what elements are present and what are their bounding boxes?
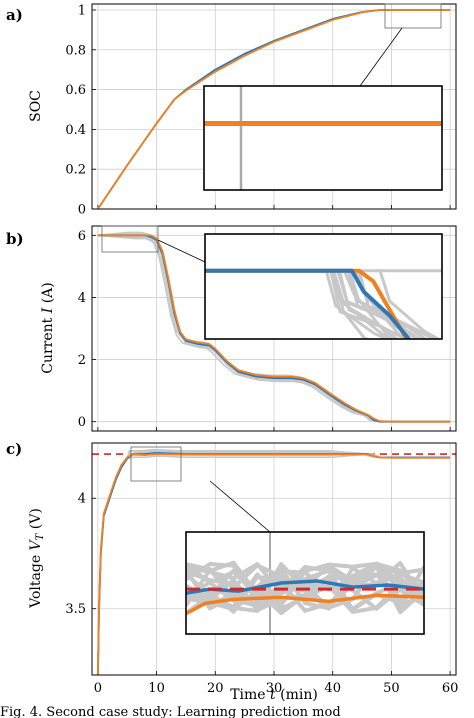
- panel-b-inset: [204, 233, 443, 340]
- panel-c-ylabel: Voltage VT (V): [28, 508, 46, 609]
- y-tick-label: 2: [78, 353, 86, 368]
- panel-c-series: [96, 448, 451, 675]
- panel-c-label: c): [6, 440, 22, 458]
- panel-b-ylabel: Current I (A): [40, 282, 56, 374]
- panel-a-zoom-box: [384, 3, 442, 29]
- y-tick-label: 0: [78, 203, 86, 218]
- panel-c-frame: [91, 442, 457, 676]
- x-tick-label: 30: [266, 681, 283, 696]
- series-orange-line: [97, 234, 451, 423]
- x-tick-label: 10: [148, 681, 165, 696]
- panel-c-zoom-box: [130, 446, 182, 482]
- panel-b-series: [97, 231, 451, 423]
- y-tick-label: 0.4: [65, 123, 86, 138]
- x-tick-label: 40: [324, 681, 341, 696]
- y-tick-label: 6: [78, 229, 86, 244]
- y-tick-label: 0.8: [65, 43, 86, 58]
- inset-series-orange-line: [186, 593, 424, 616]
- y-tick-label: 4: [78, 291, 86, 306]
- panel-c-inset: [185, 531, 425, 635]
- panel-a-inset: [203, 85, 443, 191]
- panel-a-series: [97, 9, 451, 209]
- panel-b-inset-series: [205, 268, 442, 339]
- series-orange-line: [97, 9, 451, 209]
- panel-c: c) 3.54 0 10 20 30 40 50 60 Voltage VT (V) Tim…: [6, 440, 458, 703]
- panel-b-y-ticks: 0 2 4 6: [78, 229, 86, 430]
- panel-b-zoom-connector: [157, 239, 206, 263]
- x-tick-label: 60: [442, 681, 459, 696]
- x-tick-label: 0: [94, 681, 102, 696]
- y-tick-label: 0.2: [65, 163, 86, 178]
- y-tick-label: 1: [78, 3, 86, 18]
- panel-a-ylabel: SOC: [28, 90, 44, 122]
- y-tick-label: 4: [78, 492, 86, 507]
- panel-c-y-ticks: 3.54: [65, 492, 86, 617]
- x-tick-label: 20: [207, 681, 224, 696]
- inset-ensemble-line: [186, 564, 424, 611]
- y-tick-label: 0: [78, 415, 86, 430]
- panel-b-frame: [91, 225, 457, 432]
- y-tick-label: 3.5: [65, 602, 86, 617]
- panel-a-zoom-connector: [359, 27, 403, 87]
- panel-b-zoom-box: [101, 225, 159, 253]
- panel-c-xlabel: Time t (min): [230, 687, 318, 703]
- x-tick-label: 50: [383, 681, 400, 696]
- panel-b-label: b): [6, 230, 24, 248]
- panel-a-frame: [91, 3, 457, 210]
- panel-c-inset-series: [186, 560, 424, 616]
- panel-c-zoom-connector: [209, 480, 271, 533]
- inset-ensemble-line: [186, 561, 424, 611]
- panel-a-y-ticks: 0 0.2 0.4 0.6 0.8 1: [65, 3, 86, 217]
- panel-b: b) 0 2 4 6 Current I (A): [6, 225, 457, 432]
- series-orange-line: [96, 453, 451, 675]
- panel-a: a) 0 0.2 0.4 0.6 0.8 1 SOC: [6, 3, 457, 218]
- panel-c-x-ticks: 0 10 20 30 40 50 60: [94, 681, 459, 696]
- panel-a-label: a): [6, 6, 23, 24]
- inset-series-blue-line: [205, 268, 411, 339]
- figure-caption: Fig. 4. Second case study: Learning pred…: [0, 705, 341, 718]
- y-tick-label: 0.6: [65, 83, 86, 98]
